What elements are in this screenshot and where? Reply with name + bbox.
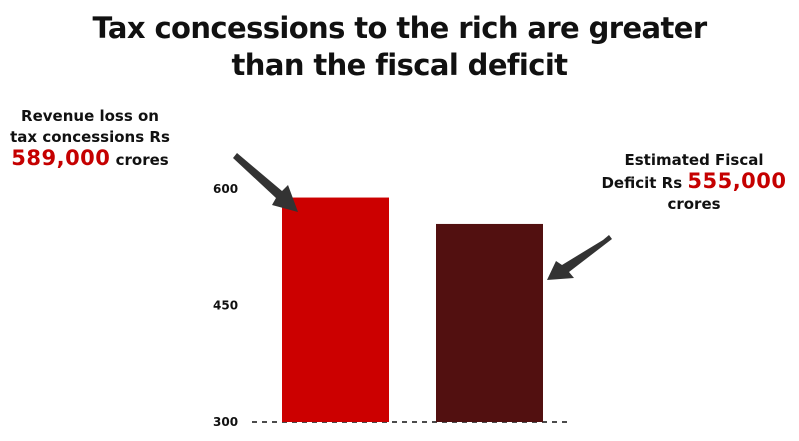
right-arrow-icon (547, 235, 612, 280)
y-axis-ticks: 300 450 600 (213, 182, 238, 429)
revenue-loss-annotation: Revenue loss on tax concessions Rs 589,0… (0, 106, 180, 171)
revenue-loss-unit: crores (115, 151, 169, 169)
chart-title: Tax concessions to the rich are greater … (92, 11, 707, 82)
bar-2 (436, 223, 543, 422)
revenue-loss-amount: 589,000 (11, 146, 111, 170)
bar-1 (282, 197, 389, 422)
y-tick-label: 600 (213, 182, 238, 196)
y-tick-label: 450 (213, 299, 238, 313)
revenue-loss-line2: tax concessions Rs (10, 128, 170, 146)
fiscal-deficit-line1: Estimated Fiscal (624, 151, 764, 169)
fiscal-deficit-prefix: Deficit Rs (601, 174, 683, 192)
fiscal-deficit-annotation: Estimated Fiscal Deficit Rs 555,000 cror… (578, 150, 799, 215)
bars-group (282, 197, 543, 422)
fiscal-deficit-unit: crores (667, 195, 721, 213)
y-tick-label: 300 (213, 415, 238, 429)
revenue-loss-line1: Revenue loss on (21, 107, 159, 125)
arrow-pointer-icon (233, 153, 612, 280)
left-arrow-icon (233, 153, 298, 212)
fiscal-deficit-amount: 555,000 (687, 169, 787, 193)
